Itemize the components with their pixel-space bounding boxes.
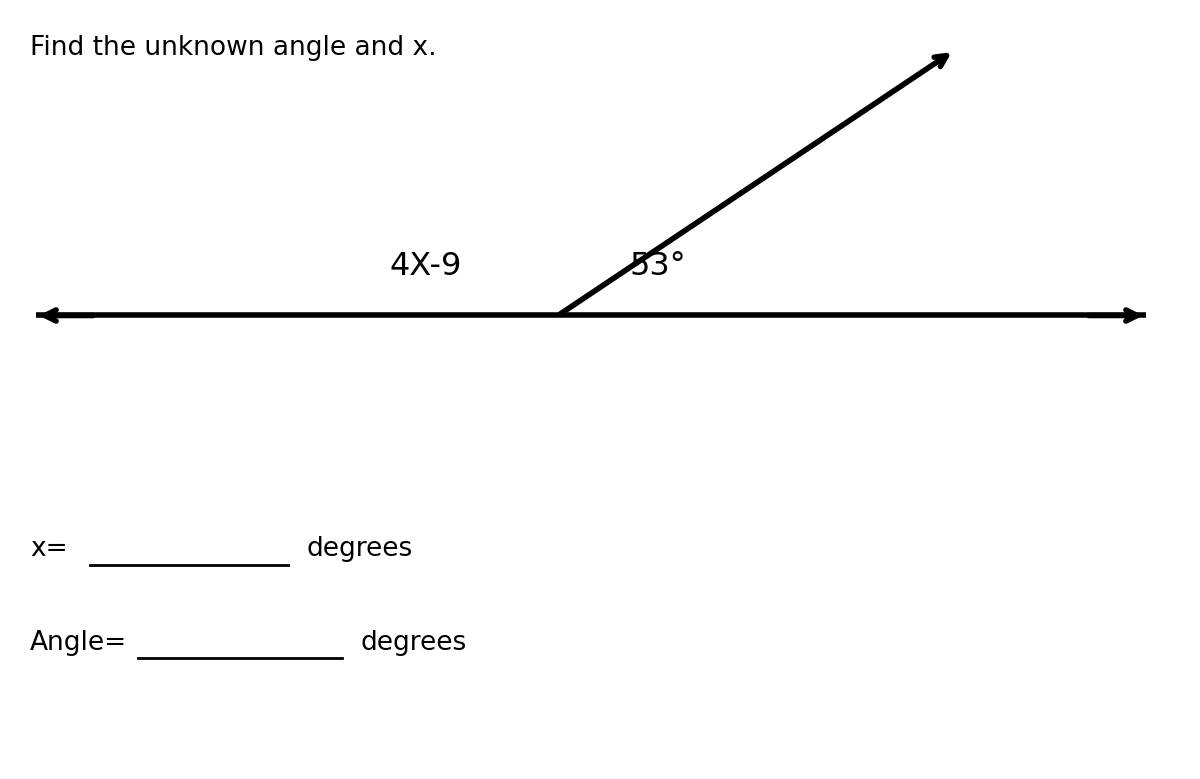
Text: Angle=: Angle= (30, 629, 127, 656)
Text: Find the unknown angle and x.: Find the unknown angle and x. (30, 35, 437, 61)
Text: degrees: degrees (360, 629, 467, 656)
Text: x=: x= (30, 536, 67, 562)
Text: 53°: 53° (630, 251, 686, 282)
Text: degrees: degrees (306, 536, 413, 562)
Text: 4X-9: 4X-9 (390, 251, 462, 282)
